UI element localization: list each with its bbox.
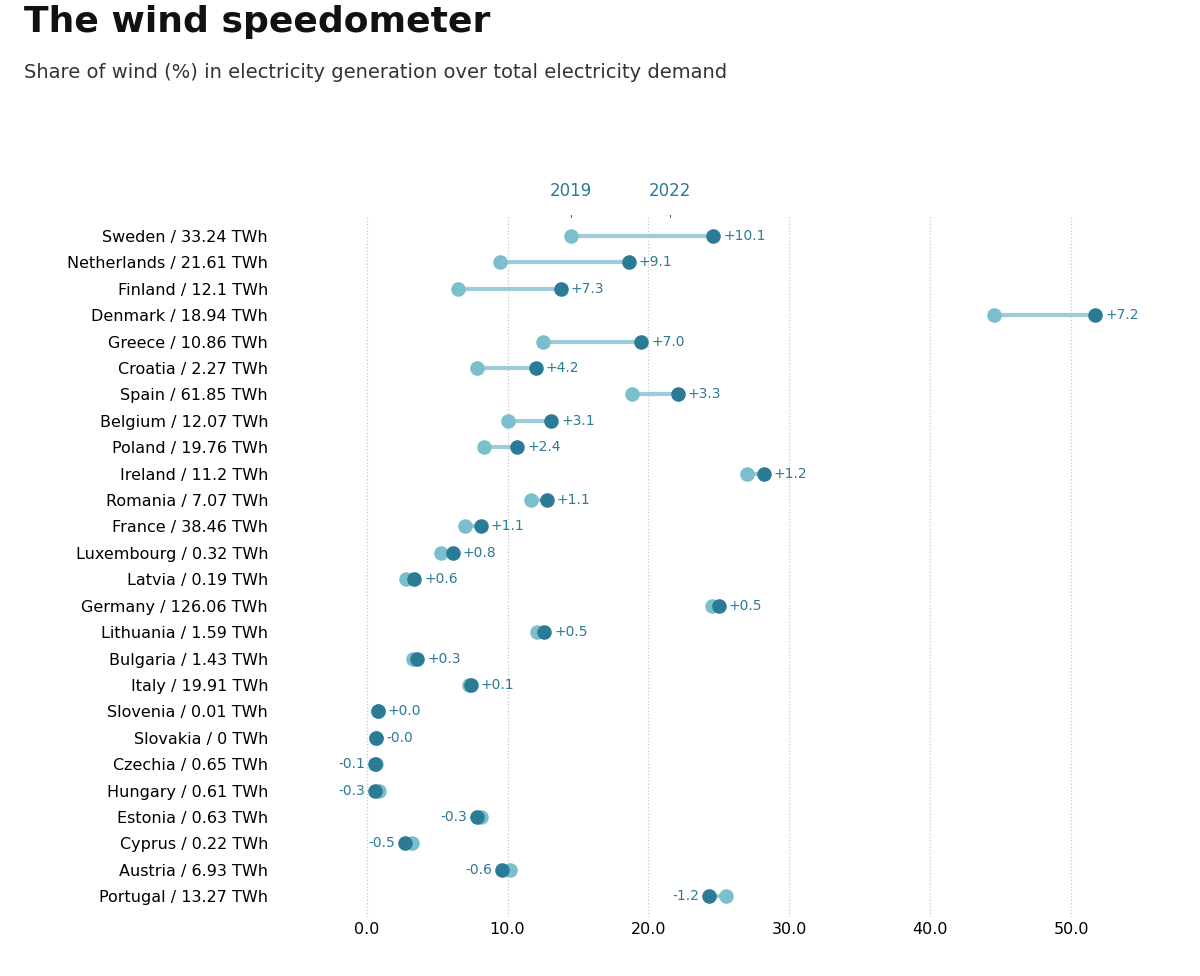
Text: -1.2: -1.2	[672, 889, 700, 904]
Text: +0.1: +0.1	[481, 678, 515, 692]
Text: -0.0: -0.0	[386, 731, 413, 745]
Point	[395, 835, 414, 851]
Point	[491, 255, 510, 270]
Text: 2022: 2022	[648, 183, 691, 200]
Point	[1086, 307, 1105, 323]
Text: +0.5: +0.5	[728, 598, 762, 613]
Point	[432, 545, 451, 560]
Text: -0.1: -0.1	[338, 757, 365, 771]
Point	[622, 386, 641, 402]
Point	[492, 862, 511, 877]
Text: +1.2: +1.2	[774, 467, 808, 480]
Point	[534, 625, 553, 640]
Text: -0.3: -0.3	[440, 810, 467, 824]
Point	[461, 677, 480, 693]
Text: +4.2: +4.2	[546, 361, 580, 375]
Point	[700, 888, 719, 904]
Text: +0.6: +0.6	[425, 572, 458, 587]
Point	[367, 730, 386, 746]
Text: The wind speedometer: The wind speedometer	[24, 5, 491, 39]
Text: +3.1: +3.1	[562, 414, 595, 427]
Point	[443, 545, 462, 560]
Point	[500, 862, 520, 877]
Point	[668, 386, 688, 402]
Point	[368, 704, 388, 719]
Point	[456, 518, 475, 534]
Point	[703, 228, 722, 244]
Point	[460, 677, 479, 693]
Text: -0.3: -0.3	[338, 784, 365, 797]
Point	[538, 492, 557, 508]
Text: +0.3: +0.3	[427, 652, 461, 666]
Point	[366, 783, 385, 798]
Point	[702, 598, 721, 614]
Text: +7.3: +7.3	[571, 282, 605, 296]
Text: +7.0: +7.0	[652, 335, 685, 348]
Point	[526, 360, 545, 376]
Point	[370, 783, 389, 798]
Point	[738, 466, 757, 481]
Point	[396, 572, 415, 588]
Point	[533, 334, 552, 349]
Point	[472, 809, 491, 825]
Point	[552, 281, 571, 297]
Point	[408, 651, 427, 667]
Text: -0.5: -0.5	[368, 836, 395, 850]
Text: +1.1: +1.1	[557, 493, 590, 508]
Point	[562, 228, 581, 244]
Text: +9.1: +9.1	[638, 256, 672, 269]
Point	[522, 492, 541, 508]
Point	[508, 439, 527, 455]
Point	[449, 281, 468, 297]
Point	[755, 466, 774, 481]
Point	[716, 888, 736, 904]
Point	[619, 255, 638, 270]
Point	[368, 704, 388, 719]
Point	[474, 439, 493, 455]
Text: Share of wind (%) in electricity generation over total electricity demand: Share of wind (%) in electricity generat…	[24, 63, 727, 82]
Point	[528, 625, 547, 640]
Text: +1.1: +1.1	[491, 519, 524, 534]
Point	[403, 651, 422, 667]
Point	[498, 413, 517, 428]
Text: +0.0: +0.0	[388, 705, 421, 718]
Point	[709, 598, 728, 614]
Text: +0.5: +0.5	[554, 625, 588, 639]
Point	[367, 756, 386, 772]
Point	[541, 413, 560, 428]
Point	[402, 835, 421, 851]
Text: +0.8: +0.8	[462, 546, 496, 560]
Point	[404, 572, 424, 588]
Point	[366, 756, 385, 772]
Text: +2.4: +2.4	[527, 440, 560, 454]
Point	[632, 334, 652, 349]
Text: +3.3: +3.3	[688, 387, 721, 401]
Text: +10.1: +10.1	[724, 228, 766, 243]
Text: 2019: 2019	[550, 183, 592, 200]
Point	[984, 307, 1003, 323]
Text: -0.6: -0.6	[466, 863, 492, 876]
Point	[467, 360, 486, 376]
Point	[467, 809, 486, 825]
Text: +7.2: +7.2	[1105, 308, 1139, 322]
Point	[367, 730, 386, 746]
Point	[472, 518, 491, 534]
